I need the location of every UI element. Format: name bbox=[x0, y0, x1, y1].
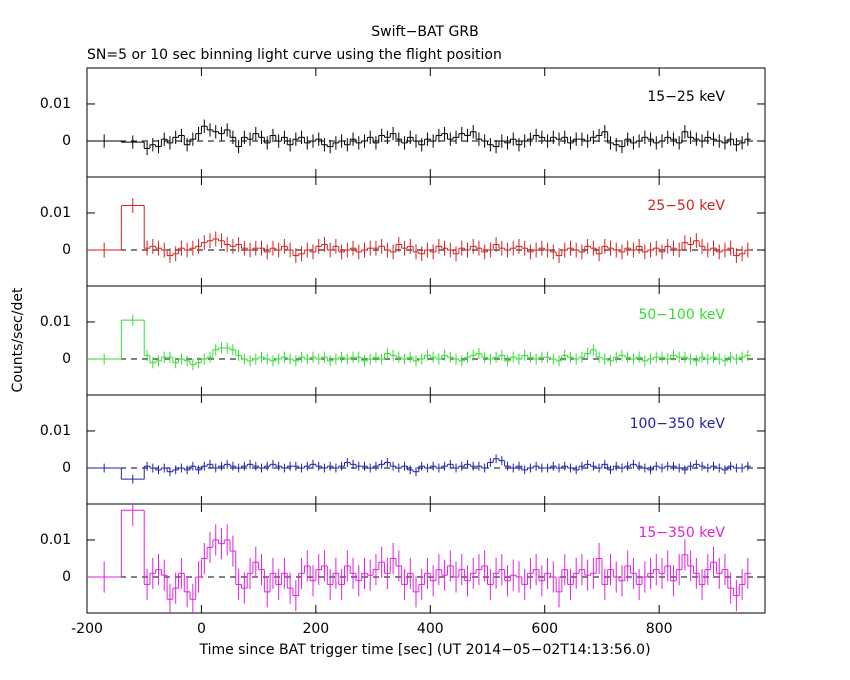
y-tick-label: 0.01 bbox=[40, 205, 71, 221]
y-axis-label: Counts/sec/det bbox=[10, 287, 26, 392]
x-tick-label: 200 bbox=[302, 621, 329, 637]
band-label: 50−100 keV bbox=[638, 307, 725, 323]
y-tick-label: 0 bbox=[62, 133, 71, 149]
y-tick-label: 0.01 bbox=[40, 314, 71, 330]
y-tick-label: 0.01 bbox=[40, 532, 71, 548]
x-tick-label: 400 bbox=[417, 621, 444, 637]
band-label: 15−25 keV bbox=[647, 89, 725, 105]
y-tick-label: 0 bbox=[62, 242, 71, 258]
x-tick-label: 800 bbox=[646, 621, 673, 637]
y-tick-label: 0.01 bbox=[40, 96, 71, 112]
band-label: 25−50 keV bbox=[647, 198, 725, 214]
y-tick-label: 0.01 bbox=[40, 423, 71, 439]
chart-subtitle: SN=5 or 10 sec binning light curve using… bbox=[87, 47, 502, 63]
x-tick-label: -200 bbox=[71, 621, 103, 637]
y-tick-label: 0 bbox=[62, 351, 71, 367]
y-tick-label: 0 bbox=[62, 569, 71, 585]
band-label: 15−350 keV bbox=[638, 525, 725, 541]
y-tick-label: 0 bbox=[62, 460, 71, 476]
panel-frame bbox=[86, 503, 766, 614]
band-label: 100−350 keV bbox=[630, 416, 726, 432]
chart-title: Swift−BAT GRB bbox=[371, 24, 478, 40]
x-tick-label: 0 bbox=[197, 621, 206, 637]
x-axis-label: Time since BAT trigger time [sec] (UT 20… bbox=[198, 642, 650, 658]
x-tick-label: 600 bbox=[531, 621, 558, 637]
